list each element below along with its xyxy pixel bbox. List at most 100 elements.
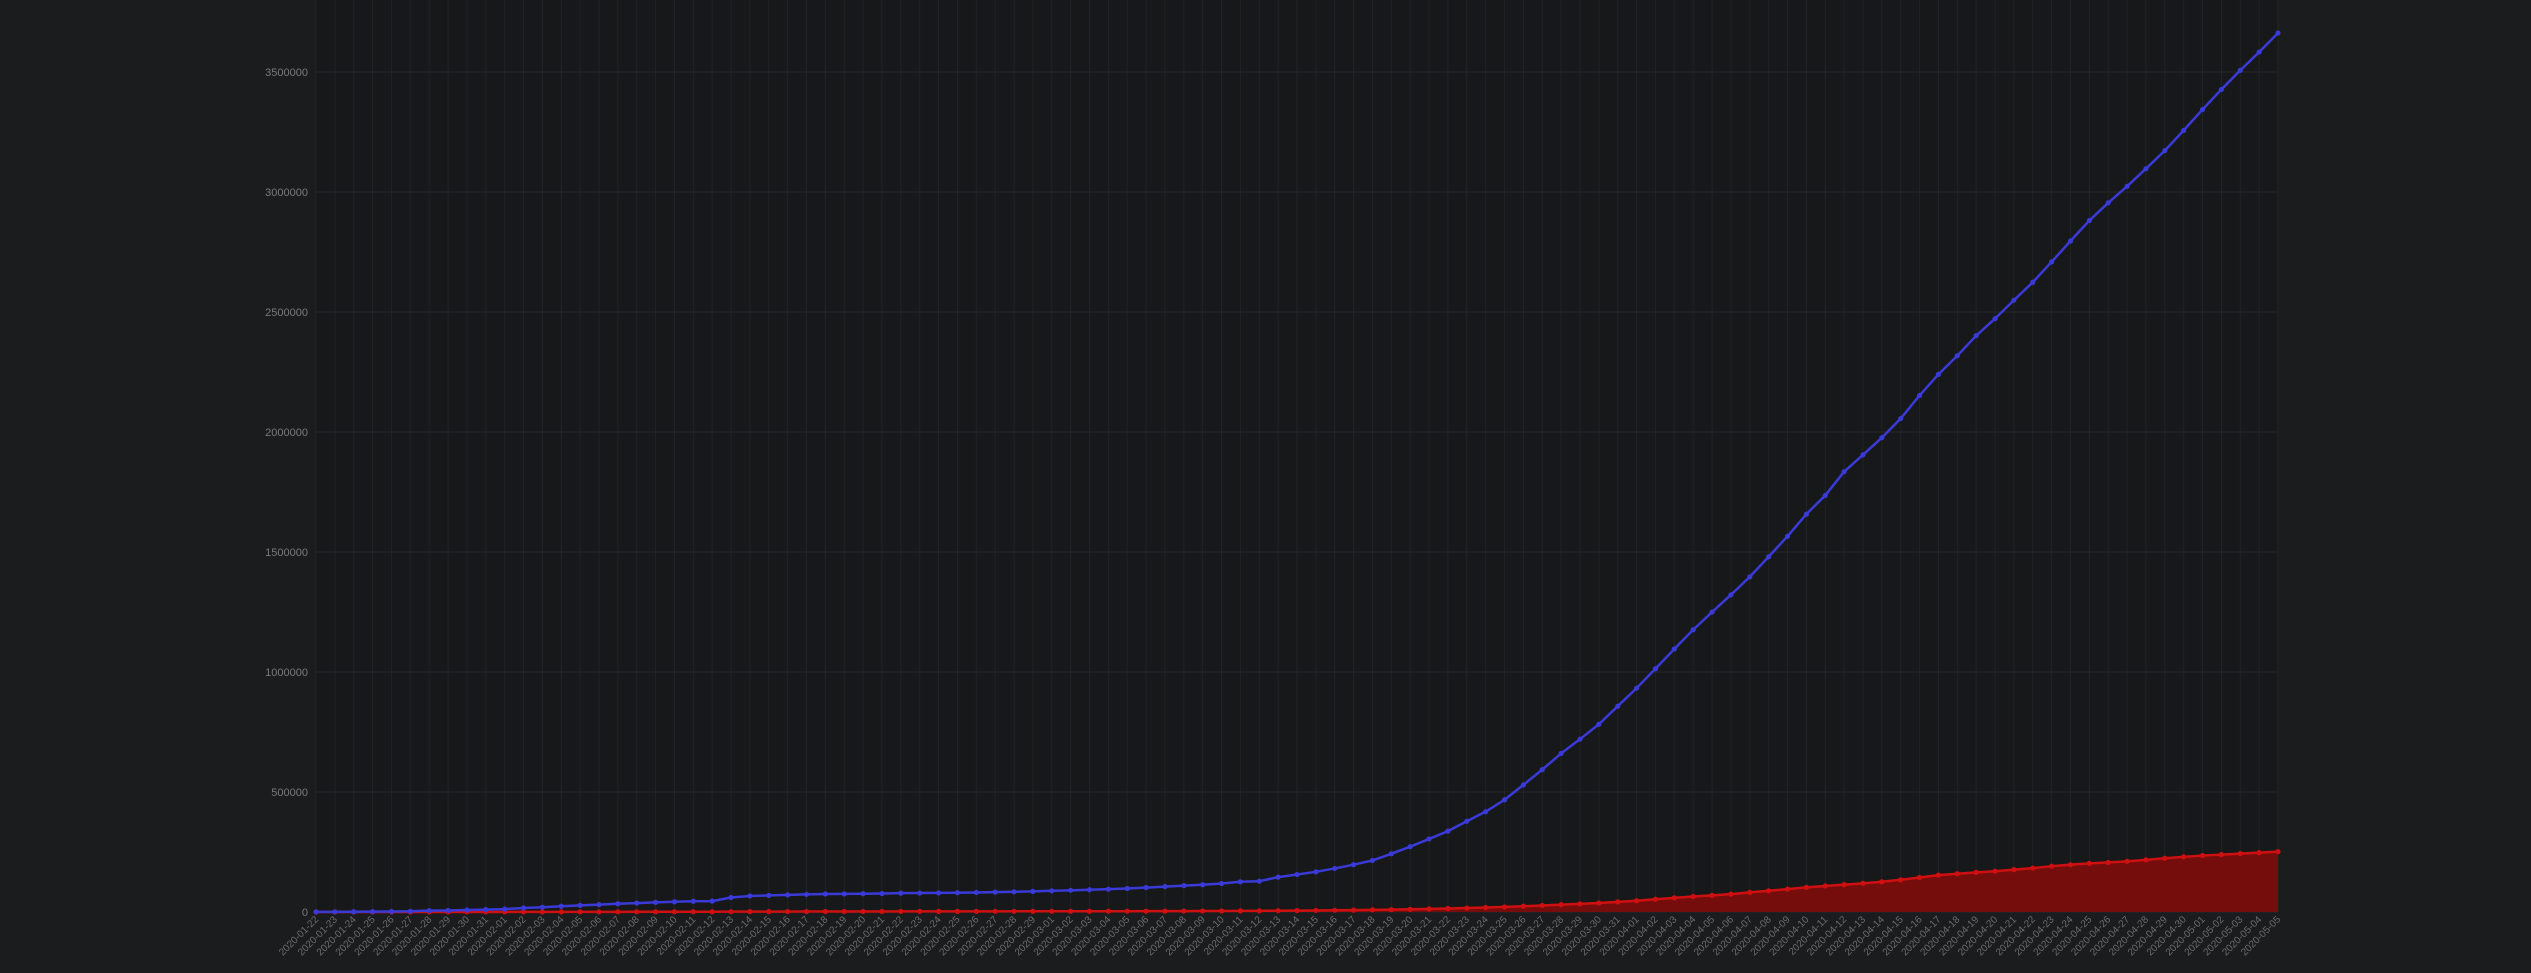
- data-point: [1633, 898, 1640, 904]
- data-point: [464, 907, 470, 913]
- data-point: [1671, 646, 1677, 652]
- data-point: [709, 898, 715, 904]
- data-point: [2162, 855, 2168, 861]
- data-point: [1426, 836, 1432, 842]
- data-point: [351, 909, 357, 915]
- data-point: [1313, 907, 1319, 914]
- y-tick-label: 0: [302, 907, 308, 919]
- data-point: [1992, 868, 1998, 874]
- data-point: [634, 909, 640, 915]
- data-point: [1520, 782, 1526, 788]
- data-point: [2067, 862, 2074, 868]
- data-point: [992, 889, 998, 895]
- data-point: [1690, 627, 1696, 633]
- data-point: [2124, 858, 2130, 864]
- data-point: [690, 909, 696, 915]
- y-tick-label: 3000000: [265, 187, 308, 199]
- data-point: [1709, 609, 1715, 615]
- data-point: [1671, 895, 1677, 901]
- data-point: [803, 908, 810, 915]
- data-point: [1464, 905, 1470, 911]
- data-point: [1935, 371, 1942, 377]
- data-point: [2237, 850, 2243, 857]
- data-point: [2181, 127, 2187, 133]
- data-point: [407, 908, 413, 914]
- data-point: [1973, 333, 1979, 339]
- data-point: [671, 909, 678, 915]
- data-point: [671, 899, 678, 905]
- data-point: [2105, 200, 2111, 206]
- data-point: [690, 898, 696, 904]
- data-point: [860, 908, 866, 915]
- data-point: [1237, 879, 1243, 885]
- data-point: [558, 909, 564, 915]
- data-point: [483, 907, 489, 913]
- data-point: [954, 908, 961, 914]
- data-point: [1332, 865, 1338, 872]
- data-point: [596, 909, 602, 915]
- data-point: [1577, 901, 1583, 907]
- data-point: [2011, 297, 2017, 303]
- data-point: [577, 902, 583, 908]
- data-point: [973, 908, 979, 914]
- data-point: [615, 901, 621, 907]
- data-point: [313, 909, 319, 915]
- data-point: [2256, 850, 2262, 856]
- data-point: [1822, 883, 1828, 889]
- data-point: [1275, 874, 1281, 880]
- data-point: [596, 902, 602, 908]
- data-point: [332, 909, 338, 915]
- data-point: [1803, 884, 1809, 890]
- data-point: [1539, 902, 1545, 909]
- data-point: [803, 891, 810, 898]
- data-point: [1256, 878, 1262, 884]
- data-point: [2218, 852, 2224, 858]
- data-point: [1388, 907, 1394, 913]
- data-point: [2049, 259, 2055, 265]
- data-point: [2162, 148, 2168, 154]
- data-point: [1124, 908, 1130, 914]
- data-point: [1218, 908, 1225, 914]
- data-point: [2011, 867, 2017, 873]
- data-point: [822, 891, 828, 897]
- data-point: [1049, 888, 1055, 894]
- data-point: [1728, 891, 1734, 897]
- data-point: [1105, 908, 1111, 914]
- y-tick-label: 1000000: [265, 667, 308, 679]
- data-point: [917, 890, 923, 896]
- data-point: [2218, 86, 2224, 93]
- data-point: [1464, 818, 1470, 824]
- data-point: [445, 907, 451, 914]
- data-point: [2143, 857, 2149, 863]
- data-point: [1011, 908, 1017, 914]
- data-point: [2086, 217, 2092, 224]
- data-point: [1766, 554, 1772, 560]
- data-point: [2030, 279, 2036, 285]
- data-point: [577, 909, 583, 915]
- data-point: [2181, 854, 2187, 860]
- data-point: [1332, 907, 1338, 913]
- data-point: [1954, 871, 1960, 877]
- data-point: [1784, 886, 1791, 892]
- data-point: [1916, 392, 1923, 399]
- data-point: [1709, 892, 1715, 898]
- data-point: [1162, 908, 1168, 914]
- data-point: [1124, 885, 1130, 892]
- y-tick-label: 1500000: [265, 547, 308, 559]
- data-point: [1747, 574, 1753, 580]
- data-point: [502, 906, 508, 912]
- y-tick-label: 3500000: [265, 67, 308, 79]
- data-point: [1633, 685, 1640, 691]
- data-point: [841, 908, 847, 915]
- data-point: [2105, 859, 2111, 866]
- data-point: [841, 891, 847, 897]
- data-point: [747, 893, 753, 899]
- data-point: [1086, 887, 1093, 893]
- data-point: [1596, 900, 1602, 906]
- data-point: [1105, 886, 1111, 892]
- data-point: [766, 892, 772, 899]
- data-point: [992, 908, 998, 914]
- data-point: [1426, 906, 1432, 912]
- data-point: [1256, 908, 1262, 914]
